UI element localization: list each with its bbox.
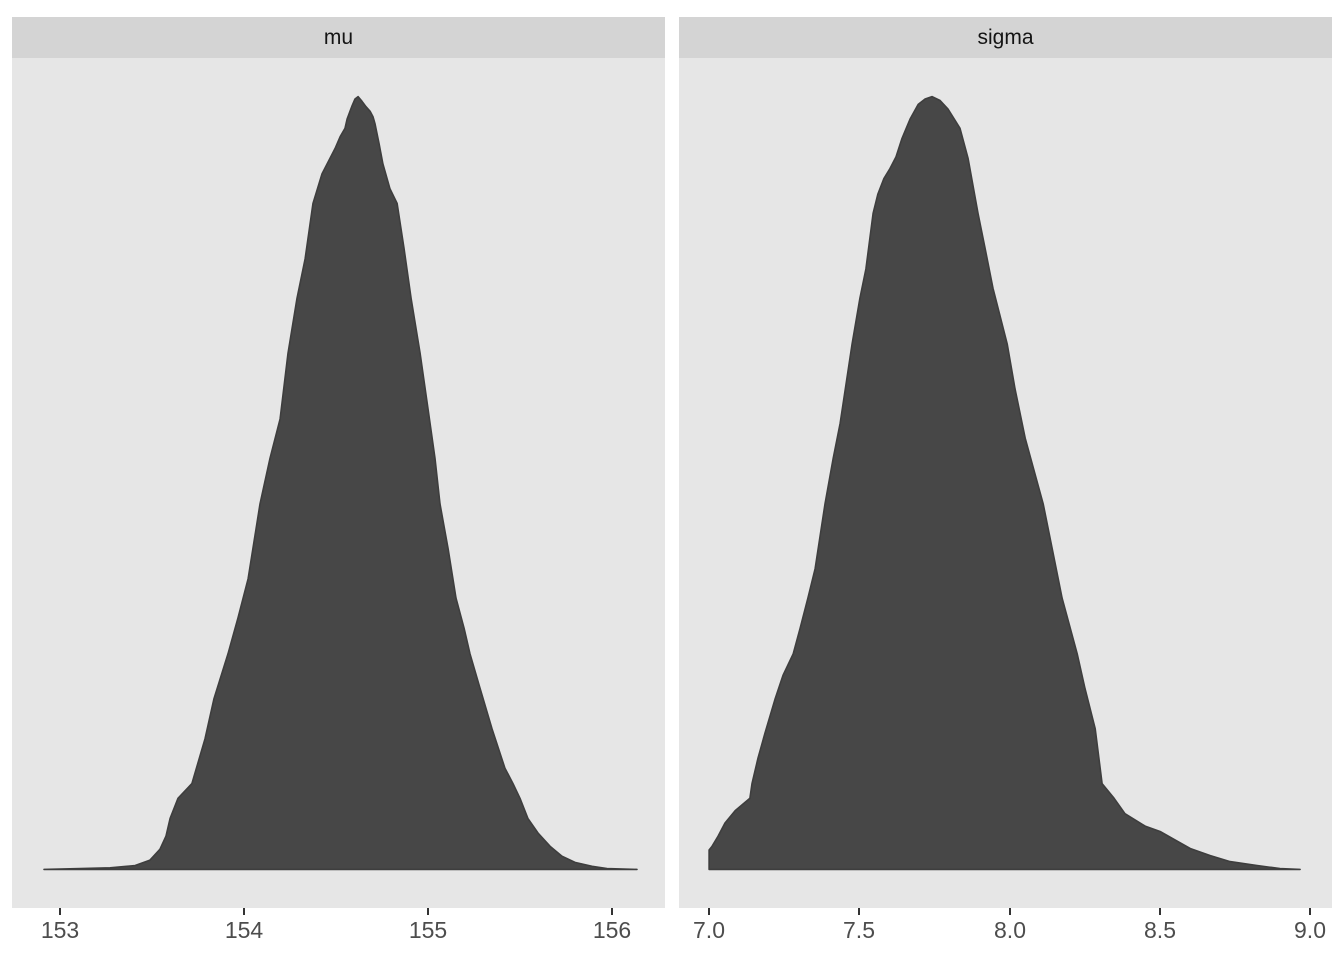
facet-strip-sigma: sigma [679,17,1332,58]
density-plot-mu [43,95,638,871]
tick-label: 155 [408,917,448,943]
tick-mark [708,908,710,915]
panel-sigma [679,58,1332,908]
tick-mark [858,908,860,915]
tick-label: 156 [592,917,632,943]
tick-mark [1309,908,1311,915]
tick-label: 8.0 [994,917,1026,943]
tick-label: 8.5 [1144,917,1176,943]
facet-strip-mu: mu [12,17,665,58]
facet-strip-label-sigma: sigma [977,26,1034,49]
sigma-density-area [708,95,1301,871]
mu-density-area [43,95,638,871]
facet-sigma: sigma 7.0 7.5 8.0 8.5 9.0 [679,0,1332,960]
facet-strip-label-mu: mu [323,26,354,49]
tick-mark [243,908,245,915]
facet-mu: mu 153 154 155 156 [12,0,665,960]
tick-label: 154 [224,917,264,943]
tick-mark [611,908,613,915]
tick-mark [427,908,429,915]
panel-mu [12,58,665,908]
tick-label: 9.0 [1294,917,1326,943]
tick-label: 7.0 [693,917,725,943]
tick-mark [59,908,61,915]
density-plot-sigma [708,95,1301,871]
tick-mark [1009,908,1011,915]
x-axis-sigma: 7.0 7.5 8.0 8.5 9.0 [679,908,1332,960]
tick-label: 153 [40,917,80,943]
tick-mark [1159,908,1161,915]
tick-label: 7.5 [843,917,875,943]
x-axis-mu: 153 154 155 156 [12,908,665,960]
